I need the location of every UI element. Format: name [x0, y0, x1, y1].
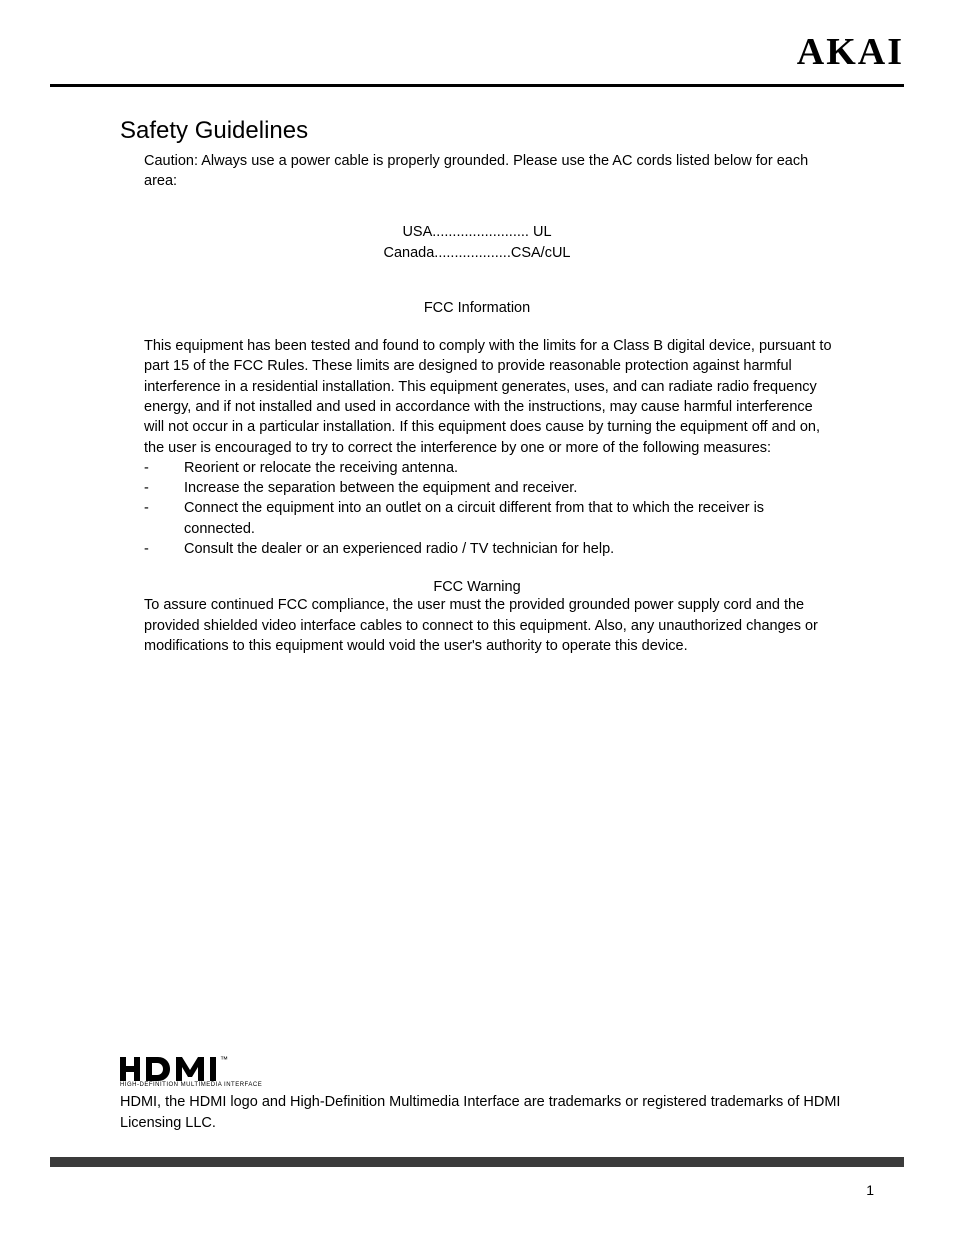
ac-cord-list: USA........................ UL Canada...…	[120, 222, 834, 266]
list-item-text: Consult the dealer or an experienced rad…	[184, 539, 614, 559]
page-header: AKAI	[50, 30, 904, 87]
hdmi-section: ™ HIGH-DEFINITION MULTIMEDIA INTERFACE H…	[120, 1052, 884, 1133]
page-footer: 1	[50, 1157, 904, 1198]
list-item: -Reorient or relocate the receiving ante…	[144, 458, 834, 478]
svg-text:™: ™	[220, 1055, 228, 1064]
list-item: -Consult the dealer or an experienced ra…	[144, 539, 834, 559]
fcc-warning-heading: FCC Warning	[120, 579, 834, 595]
bullet-dash-icon: -	[144, 458, 184, 478]
hdmi-logo-subtitle: HIGH-DEFINITION MULTIMEDIA INTERFACE	[120, 1082, 884, 1088]
main-content: Safety Guidelines Caution: Always use a …	[50, 117, 904, 656]
fcc-info-heading: FCC Information	[120, 300, 834, 316]
brand-logo: AKAI	[797, 30, 904, 74]
footer-bar	[50, 1157, 904, 1167]
list-item-text: Connect the equipment into an outlet on …	[184, 498, 834, 539]
caution-paragraph: Caution: Always use a power cable is pro…	[120, 151, 834, 192]
hdmi-description: HDMI, the HDMI logo and High-Definition …	[120, 1092, 884, 1133]
section-title: Safety Guidelines	[120, 117, 834, 145]
list-item: -Increase the separation between the equ…	[144, 478, 834, 498]
hdmi-logo: ™ HIGH-DEFINITION MULTIMEDIA INTERFACE	[120, 1052, 884, 1088]
bullet-dash-icon: -	[144, 478, 184, 498]
fcc-warning-body: To assure continued FCC compliance, the …	[120, 595, 834, 656]
bullet-dash-icon: -	[144, 539, 184, 559]
cord-canada: Canada...................CSA/cUL	[120, 243, 834, 265]
list-item: -Connect the equipment into an outlet on…	[144, 498, 834, 539]
page-number: 1	[50, 1182, 904, 1198]
fcc-info-body: This equipment has been tested and found…	[120, 336, 834, 458]
list-item-text: Increase the separation between the equi…	[184, 478, 577, 498]
bullet-dash-icon: -	[144, 498, 184, 539]
fcc-measures-list: -Reorient or relocate the receiving ante…	[120, 458, 834, 559]
cord-usa: USA........................ UL	[120, 222, 834, 244]
list-item-text: Reorient or relocate the receiving anten…	[184, 458, 458, 478]
